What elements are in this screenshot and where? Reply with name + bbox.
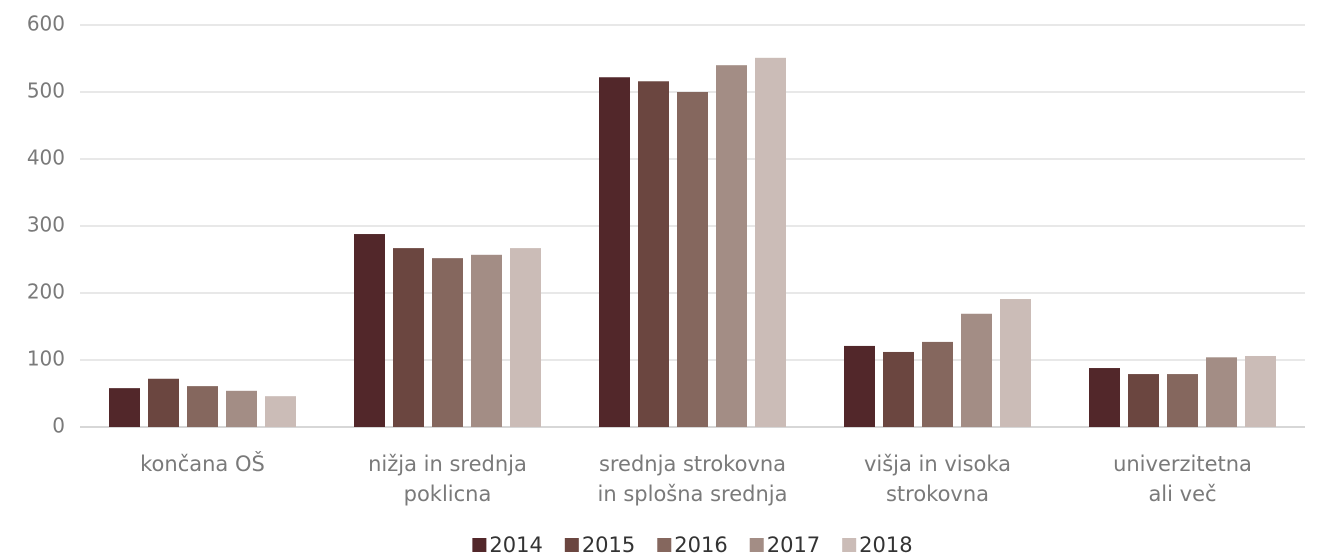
- bar: [1089, 368, 1120, 427]
- bar: [883, 351, 914, 427]
- legend-swatch: [657, 538, 672, 552]
- bar: [1245, 355, 1276, 427]
- bar: [471, 254, 502, 427]
- legend-swatch: [564, 538, 579, 552]
- bar: [109, 388, 140, 427]
- bar: [1000, 299, 1031, 427]
- legend-label: 2016: [674, 533, 727, 557]
- x-tick-label: končana OŠ: [140, 451, 265, 476]
- legend-label: 2014: [489, 533, 542, 557]
- bar: [1167, 374, 1198, 427]
- bar: [187, 386, 218, 427]
- bar: [432, 258, 463, 427]
- bar: [638, 81, 669, 427]
- bar: [1206, 357, 1237, 427]
- bar: [226, 390, 257, 427]
- y-tick-label: 100: [27, 347, 65, 371]
- legend-swatch: [749, 538, 764, 552]
- bar: [265, 396, 296, 427]
- x-tick-label: srednja strokovna in splošna srednja: [598, 452, 788, 506]
- y-tick-label: 400: [27, 146, 65, 170]
- bar: [755, 57, 786, 428]
- bar: [599, 77, 630, 427]
- bar: [922, 341, 953, 427]
- x-tick-label: nižja in srednja poklicna: [368, 452, 527, 506]
- x-tick-label: univerzitetna ali več: [1113, 452, 1252, 506]
- legend-swatch: [472, 538, 487, 552]
- y-tick-label: 300: [27, 213, 65, 237]
- bar: [716, 65, 747, 427]
- legend-label: 2017: [767, 533, 820, 557]
- y-tick-label: 500: [27, 79, 65, 103]
- bar: [510, 248, 541, 427]
- legend-label: 2018: [859, 533, 912, 557]
- y-tick-label: 600: [27, 12, 65, 36]
- bar: [844, 345, 875, 427]
- legend: 2014 2015 2016 2017 2018: [472, 533, 913, 557]
- y-tick-label: 200: [27, 280, 65, 304]
- y-tick-label: 0: [52, 414, 65, 438]
- bar: [1128, 374, 1159, 427]
- bar: [148, 378, 179, 427]
- bar: [677, 92, 708, 427]
- bar: [393, 248, 424, 427]
- bar: [961, 313, 992, 427]
- x-tick-label: višja in visoka strokovna: [864, 452, 1011, 506]
- legend-label: 2015: [582, 533, 635, 557]
- bar: [354, 234, 385, 427]
- legend-swatch: [842, 538, 857, 552]
